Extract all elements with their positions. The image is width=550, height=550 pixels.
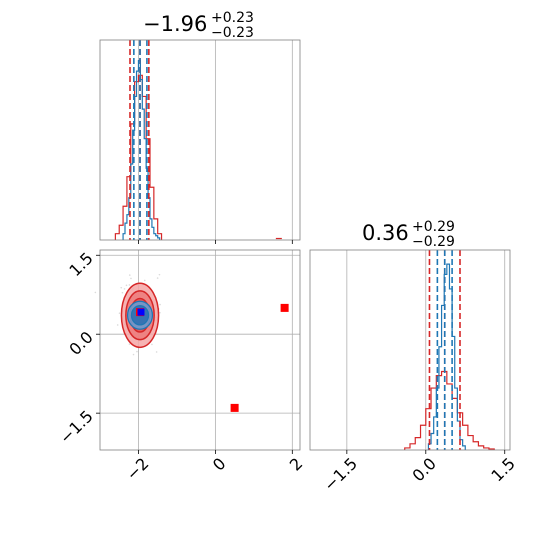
scatter-point [143, 279, 146, 282]
scatter-point [158, 273, 161, 276]
title-1-sup: +0.23 [211, 10, 254, 26]
scatter-point [136, 350, 138, 353]
panel-joint-2d: −2 0 2 −1.5 0.0 1.5 [56, 249, 307, 484]
scatter-point [128, 284, 131, 286]
y-tick-label-0: −1.5 [56, 407, 97, 448]
panel-histogram-param-2: −1.5 0.0 1.5 [309, 249, 519, 495]
panel-histogram-param-1 [99, 39, 301, 244]
marker-blue-0 [137, 308, 145, 316]
panel-frame [99, 39, 301, 241]
y-tick-label-1: 0.0 [65, 328, 96, 359]
scatter-point [132, 353, 135, 356]
scatter-point [159, 311, 161, 314]
title-param-1: −1.96 +0.23 −0.23 [143, 10, 254, 41]
x-tick-label-1: 0 [209, 454, 230, 475]
scatter-point [151, 343, 153, 346]
x-tick-label-1: 0.0 [408, 454, 439, 485]
histogram-blue [122, 59, 161, 240]
scatter-point [156, 277, 159, 279]
panel-frame [99, 249, 301, 451]
scatter-point [123, 288, 126, 290]
title-2-sup: +0.29 [412, 219, 455, 235]
scatter-point [94, 291, 97, 294]
scatter-point [116, 324, 119, 326]
scatter-point [128, 274, 131, 276]
x-tick-label-2: 2 [286, 454, 307, 475]
marker-red-1 [230, 403, 239, 412]
panel-frame [309, 249, 511, 451]
x-tick-label-0: −1.5 [320, 454, 361, 495]
scatter-point [159, 303, 161, 306]
scatter-point [118, 312, 121, 315]
x-tick-label-2: 1.5 [487, 454, 518, 485]
y-tick-label-2: 1.5 [65, 249, 96, 280]
scatter-point [130, 277, 132, 280]
title-1-value: −1.96 [143, 12, 207, 36]
title-2-value: 0.36 [362, 221, 409, 245]
title-param-2: 0.36 +0.29 −0.29 [362, 219, 455, 250]
scatter-point [155, 351, 158, 353]
marker-red-0 [280, 303, 289, 312]
scatter-point [125, 284, 128, 287]
scatter-point [120, 286, 123, 289]
histogram-red [404, 370, 495, 450]
histogram-red [114, 74, 163, 240]
title-1-sub: −0.23 [211, 25, 254, 41]
scatter-point [121, 291, 124, 294]
x-tick-label-0: −2 [122, 454, 152, 484]
scatter-point [128, 343, 131, 345]
title-2-sub: −0.29 [412, 234, 455, 250]
